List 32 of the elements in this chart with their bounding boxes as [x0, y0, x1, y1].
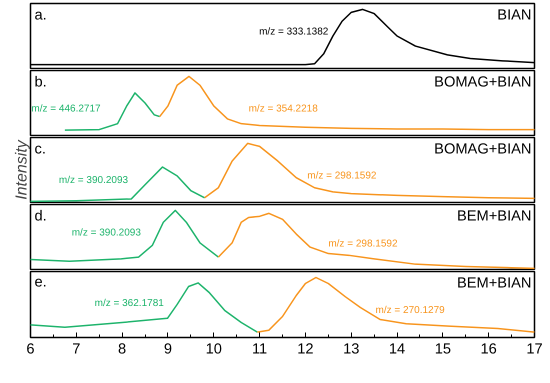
- series-label: m/z = 298.1592: [328, 238, 398, 250]
- x-tick-label: 14: [388, 342, 406, 358]
- x-tick-label: 10: [206, 342, 222, 358]
- x-tick-label: 15: [434, 342, 452, 358]
- y-axis-title: Intensity: [14, 139, 30, 200]
- chart-title: BEM+BIAN: [456, 208, 532, 224]
- chart-title: BIAN: [497, 8, 532, 24]
- x-tick-label: 9: [164, 342, 172, 358]
- x-tick-label: 17: [526, 342, 543, 358]
- series-label: m/z = 362.1781: [94, 298, 164, 310]
- series-label: m/z = 390.2093: [72, 227, 142, 238]
- chart-title: BEM+BIAN: [456, 276, 532, 292]
- annotation: d.: [34, 208, 47, 224]
- annotation: a.: [34, 8, 47, 24]
- x-tick-label: 6: [26, 342, 35, 358]
- annotation: c.: [34, 142, 46, 158]
- series-label: m/z = 333.1382: [259, 26, 329, 38]
- x-tick-label: 7: [72, 342, 80, 358]
- chart-title: BOMAG+BIAN: [434, 74, 532, 90]
- series-label: m/z = 390.2093: [58, 175, 129, 186]
- annotation: e.: [34, 274, 47, 290]
- x-tick-label: 11: [252, 342, 268, 358]
- annotation: b.: [34, 74, 47, 90]
- x-tick-label: 16: [480, 342, 497, 358]
- series-label: m/z = 298.1592: [307, 170, 377, 182]
- x-tick-label: 13: [343, 342, 360, 358]
- x-tick-label: 8: [118, 342, 126, 358]
- chart-title: BOMAG+BIAN: [434, 142, 532, 158]
- series-label: m/z = 270.1279: [376, 305, 446, 316]
- series-label: m/z = 446.2717: [31, 104, 102, 115]
- series-label: m/z = 354.2218: [248, 103, 318, 114]
- x-tick-label: 12: [297, 342, 314, 358]
